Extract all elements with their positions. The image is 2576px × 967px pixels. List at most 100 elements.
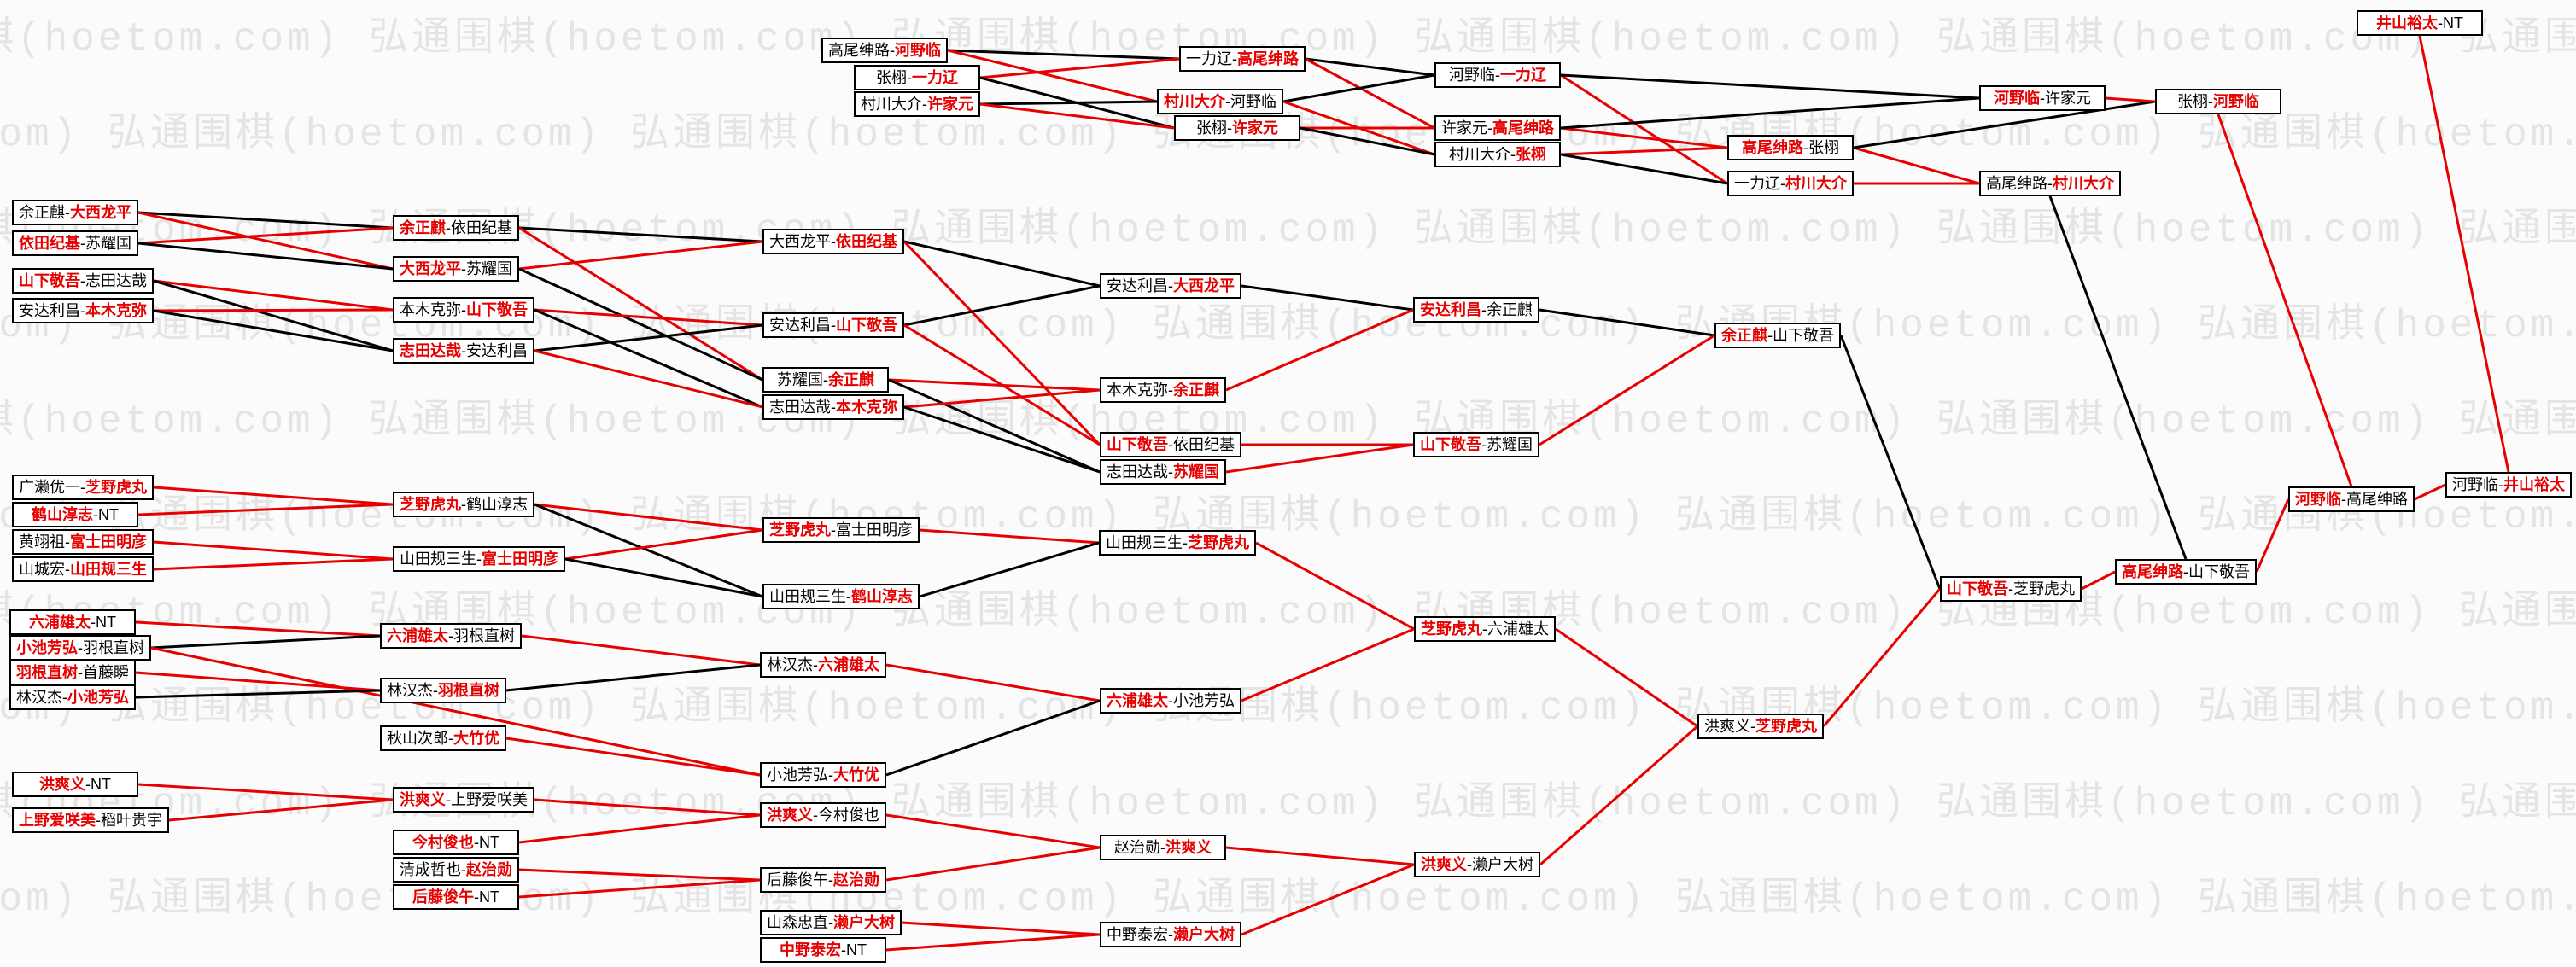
connector-b8-b10 bbox=[534, 323, 763, 352]
player-name: 中野泰宏 bbox=[1107, 926, 1168, 943]
player-name: 小池芳弘 bbox=[1173, 692, 1235, 709]
match-box-e11: 中野泰宏-NT bbox=[760, 937, 886, 963]
player-name: 苏耀国 bbox=[777, 371, 823, 388]
player-name: 芝野虎丸 bbox=[1188, 534, 1249, 551]
match-box-e8: 后藤俊午-赵治勋 bbox=[760, 867, 886, 893]
watermark-text: 弘通围棋(hoetom.com) bbox=[630, 113, 1125, 157]
match-box-a8: 许家元-高尾绅路 bbox=[1434, 115, 1561, 141]
player-name: 山田规三生 bbox=[769, 588, 846, 605]
match-box-b7: 本木克弥-山下敬吾 bbox=[393, 297, 534, 323]
player-name: 许家元 bbox=[1232, 119, 1278, 137]
player-name: 山下敬吾 bbox=[19, 272, 80, 289]
player-name: 芝野虎丸 bbox=[2013, 580, 2075, 597]
player-name: 依田纪基 bbox=[19, 235, 80, 252]
connector-e1-e3 bbox=[137, 783, 394, 801]
player-name: 六浦雄太 bbox=[29, 614, 91, 631]
vs-dash: - bbox=[461, 301, 466, 318]
connector-d4-d6 bbox=[135, 689, 381, 699]
vs-dash: - bbox=[828, 871, 833, 888]
watermark-text: 弘通围棋(hoetom.com) bbox=[1414, 208, 1909, 253]
player-name: 鹤山淳志 bbox=[466, 496, 528, 513]
player-name: 山下敬吾 bbox=[2188, 563, 2250, 580]
player-name: 清成哲也 bbox=[400, 861, 461, 878]
watermark-text: 弘通围棋(hoetom.com) bbox=[369, 17, 864, 61]
player-name: 山下敬吾 bbox=[836, 317, 897, 334]
match-box-b8: 志田达哉-安达利昌 bbox=[393, 338, 534, 364]
vs-dash: - bbox=[85, 776, 91, 793]
player-name: 林汉杰 bbox=[16, 689, 62, 706]
vs-dash: - bbox=[476, 550, 482, 568]
player-name: 广濑优一 bbox=[19, 479, 80, 496]
match-box-c5: 芝野虎丸-鹤山淳志 bbox=[393, 492, 534, 517]
player-name: 山森忠直 bbox=[767, 914, 828, 931]
player-name: 河野临 bbox=[2213, 93, 2259, 110]
player-name: 张栩 bbox=[1516, 146, 1546, 163]
watermark-text: 弘通围棋(hoetom.com) bbox=[2198, 686, 2576, 731]
player-name: 六浦雄太 bbox=[1107, 692, 1168, 709]
match-box-b9: 大西龙平-依田纪基 bbox=[762, 229, 904, 254]
player-name: 大竹优 bbox=[833, 766, 879, 784]
match-box-b14: 本木克弥-余正麒 bbox=[1100, 377, 1226, 403]
player-name: 鹤山淳志 bbox=[851, 588, 913, 605]
vs-dash: - bbox=[65, 561, 70, 578]
watermark-text: 弘通围棋(hoetom.com) bbox=[2459, 208, 2576, 253]
player-name: 后藤俊午 bbox=[767, 871, 828, 888]
player-name: NT bbox=[846, 941, 867, 958]
player-name: 六浦雄太 bbox=[1487, 620, 1549, 638]
connector-a3-a5 bbox=[979, 100, 1158, 106]
player-name: 高尾绅路 bbox=[2122, 563, 2183, 580]
connector-e4-e7 bbox=[518, 813, 761, 844]
player-name: 上野爱咲美 bbox=[19, 812, 96, 829]
vs-dash: - bbox=[907, 69, 912, 86]
player-name: 山田规三生 bbox=[70, 561, 147, 578]
connector-a9-a11 bbox=[1560, 153, 1728, 185]
vs-dash: - bbox=[78, 639, 83, 656]
vs-dash: - bbox=[828, 914, 833, 931]
player-name: 一力辽 bbox=[912, 69, 958, 86]
player-name: 苏耀国 bbox=[466, 260, 512, 277]
player-name: 许家元 bbox=[927, 96, 973, 113]
player-name: 鹤山淳志 bbox=[32, 506, 93, 523]
connector-d2-d9 bbox=[150, 646, 761, 777]
vs-dash: - bbox=[813, 807, 818, 824]
player-name: 苏耀国 bbox=[1487, 436, 1533, 453]
player-name: 芝野虎丸 bbox=[1755, 718, 1817, 735]
player-name: 六浦雄太 bbox=[387, 627, 448, 644]
watermark-text: 弘通围棋(hoetom.com) bbox=[0, 399, 342, 444]
player-name: 苏耀国 bbox=[85, 235, 131, 252]
connector-c7-c9 bbox=[919, 528, 1100, 545]
vs-dash: - bbox=[474, 888, 479, 906]
connector-c4-c6 bbox=[153, 557, 394, 571]
vs-dash: - bbox=[91, 614, 96, 631]
player-name: 依田纪基 bbox=[836, 233, 897, 250]
player-name: 张栩 bbox=[1196, 119, 1227, 137]
watermark-text: 弘通围棋(hoetom.com) bbox=[0, 877, 80, 922]
player-name: 村川大介 bbox=[1449, 146, 1510, 163]
connector-a9-a10 bbox=[1560, 146, 1728, 156]
connector-d1-d5 bbox=[135, 620, 381, 638]
vs-dash: - bbox=[461, 342, 466, 359]
vs-dash: - bbox=[1481, 301, 1487, 318]
connector-c5-c8 bbox=[534, 503, 763, 598]
vs-dash: - bbox=[1510, 146, 1516, 163]
player-name: 大竹优 bbox=[453, 730, 499, 747]
vs-dash: - bbox=[1168, 692, 1173, 709]
player-name: 依田纪基 bbox=[1173, 436, 1235, 453]
watermark-text: 弘通围棋(hoetom.com) bbox=[891, 591, 1387, 635]
watermark-text: 弘通围棋(hoetom.com) bbox=[2459, 782, 2576, 826]
vs-dash: - bbox=[890, 42, 895, 59]
vs-dash: - bbox=[474, 834, 479, 851]
vs-dash: - bbox=[2208, 93, 2213, 110]
player-name: 上野爱咲美 bbox=[451, 791, 528, 808]
watermark-text: 弘通围棋(hoetom.com) bbox=[2459, 591, 2576, 635]
player-name: 高尾绅路 bbox=[1492, 119, 1554, 137]
player-name: 芝野虎丸 bbox=[1421, 620, 1482, 638]
player-name: 大西龙平 bbox=[1173, 277, 1235, 294]
connector-a4-a8 bbox=[1305, 57, 1435, 130]
connector-e5-e8 bbox=[518, 868, 761, 882]
player-name: 许家元 bbox=[1441, 119, 1487, 137]
match-box-e6: 后藤俊午-NT bbox=[393, 884, 519, 910]
match-box-d1: 六浦雄太-NT bbox=[9, 609, 136, 635]
player-name: 濑户大树 bbox=[833, 914, 895, 931]
